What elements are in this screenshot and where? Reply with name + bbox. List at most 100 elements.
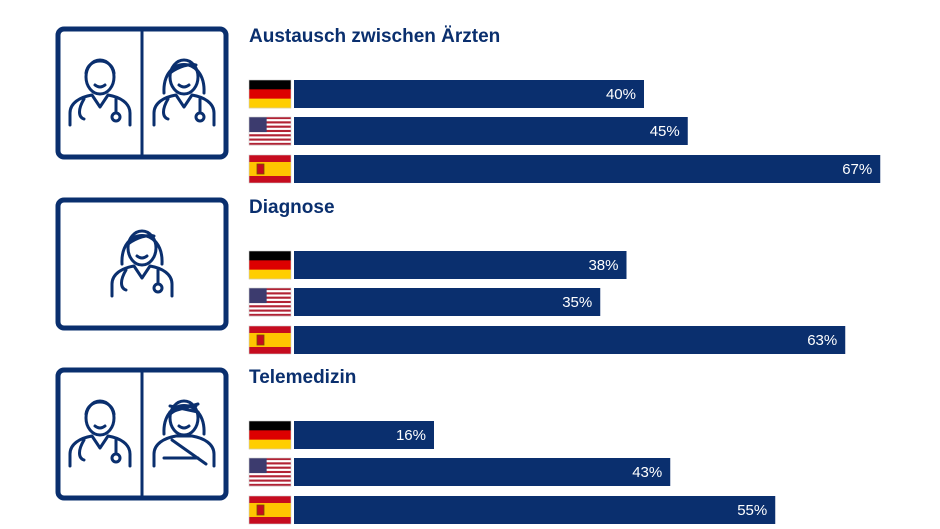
flag-stripe <box>249 303 291 306</box>
flag-germany-icon <box>248 79 292 109</box>
flag-border <box>248 250 292 280</box>
hair-outline <box>84 400 116 416</box>
flag-stripe <box>249 421 291 431</box>
flag-stripe <box>249 251 291 261</box>
flag-spain-icon <box>248 154 292 184</box>
flag-stripe <box>249 288 291 291</box>
bar-value-label: 63% <box>807 332 837 349</box>
flag-border <box>248 457 292 487</box>
flag-stripe <box>249 296 291 299</box>
bar <box>294 458 671 486</box>
flag-stripe <box>249 309 291 312</box>
stethoscope-tube <box>120 268 128 292</box>
flag-germany-icon <box>248 420 292 450</box>
flag-stripe <box>249 142 291 146</box>
flag-stripe <box>249 269 291 280</box>
flag-stripe <box>249 80 291 90</box>
bar-value-label: 35% <box>562 294 592 311</box>
stethoscope-tube <box>162 97 170 121</box>
mouth-outline <box>177 83 191 89</box>
bar <box>294 421 434 449</box>
flag-stripe <box>249 460 291 463</box>
flag-stripe <box>249 473 291 476</box>
group-title: Austausch zwischen Ärzten <box>249 26 500 47</box>
flag-stripe <box>249 305 291 308</box>
bar <box>294 80 644 108</box>
stethoscope-chestpiece <box>152 282 164 294</box>
bar <box>294 288 601 316</box>
bar <box>294 326 846 354</box>
flag-stripe <box>249 470 291 474</box>
flag-stripe <box>249 132 291 135</box>
doctors-pair-icon <box>55 26 229 160</box>
mouth-outline <box>93 424 107 430</box>
flag-border <box>248 154 292 184</box>
group-title: Diagnose <box>249 197 335 218</box>
face-outline <box>126 229 158 267</box>
bar <box>294 251 627 279</box>
flag-stripe <box>249 119 291 122</box>
flag-stripe <box>249 140 291 144</box>
flag-border <box>248 79 292 109</box>
flag-spain-icon <box>248 325 292 355</box>
flag-stripe <box>249 134 291 137</box>
shirt-outline <box>152 434 216 468</box>
group-title: Telemedizin <box>249 367 356 388</box>
flag-stripe <box>249 292 291 295</box>
flag-stripe <box>249 311 291 315</box>
bar-value-label: 38% <box>588 257 618 274</box>
flag-stripe <box>249 136 291 139</box>
bar <box>294 117 688 145</box>
flag-stripe <box>249 260 291 270</box>
flag-usa-icon <box>248 457 292 487</box>
flag-border <box>248 116 292 146</box>
flag-stripe <box>249 125 291 128</box>
coat-outline <box>110 264 174 298</box>
flag-usa-icon <box>248 287 292 317</box>
flag-stripe <box>249 430 291 440</box>
flag-stripe <box>249 462 291 465</box>
flag-stripe <box>249 458 291 461</box>
bar-value-label: 45% <box>650 123 680 140</box>
stethoscope-chestpiece <box>110 111 122 123</box>
icon-frame <box>55 26 229 160</box>
bar-value-label: 67% <box>842 161 872 178</box>
head-bandage-outline <box>168 402 200 414</box>
flag-stripe <box>249 307 291 310</box>
flag-emblem <box>256 504 265 516</box>
flag-canton <box>249 288 267 304</box>
flag-spain-icon <box>248 495 292 525</box>
flag-canton <box>249 458 267 474</box>
flag-stripe <box>249 290 291 293</box>
stethoscope-tube <box>78 438 86 462</box>
flag-stripe <box>249 466 291 469</box>
flag-stripe <box>249 121 291 124</box>
flag-germany-icon <box>248 250 292 280</box>
flag-border <box>248 420 292 450</box>
face-outline <box>168 58 200 96</box>
flag-canton <box>249 117 267 133</box>
mouth-outline <box>93 83 107 89</box>
flag-stripe <box>249 468 291 472</box>
flag-stripe <box>249 477 291 480</box>
flag-stripe <box>249 123 291 126</box>
flag-stripe <box>249 298 291 302</box>
mouth-outline <box>177 424 191 430</box>
doctor-female-icon <box>55 197 229 331</box>
stethoscope-chestpiece <box>110 452 122 464</box>
flag-stripe <box>249 483 291 487</box>
flag-stripe <box>249 464 291 467</box>
flag-emblem <box>256 334 265 346</box>
flag-border <box>248 287 292 317</box>
hair-outline <box>84 59 116 75</box>
flag-stripe <box>249 313 291 317</box>
flag-stripe <box>249 117 291 120</box>
flag-border <box>248 325 292 355</box>
bar-value-label: 43% <box>632 464 662 481</box>
doctor-and-patient-icon <box>55 367 229 501</box>
flag-stripe <box>249 439 291 450</box>
flag-stripe <box>249 127 291 131</box>
coat-outline <box>152 93 216 127</box>
